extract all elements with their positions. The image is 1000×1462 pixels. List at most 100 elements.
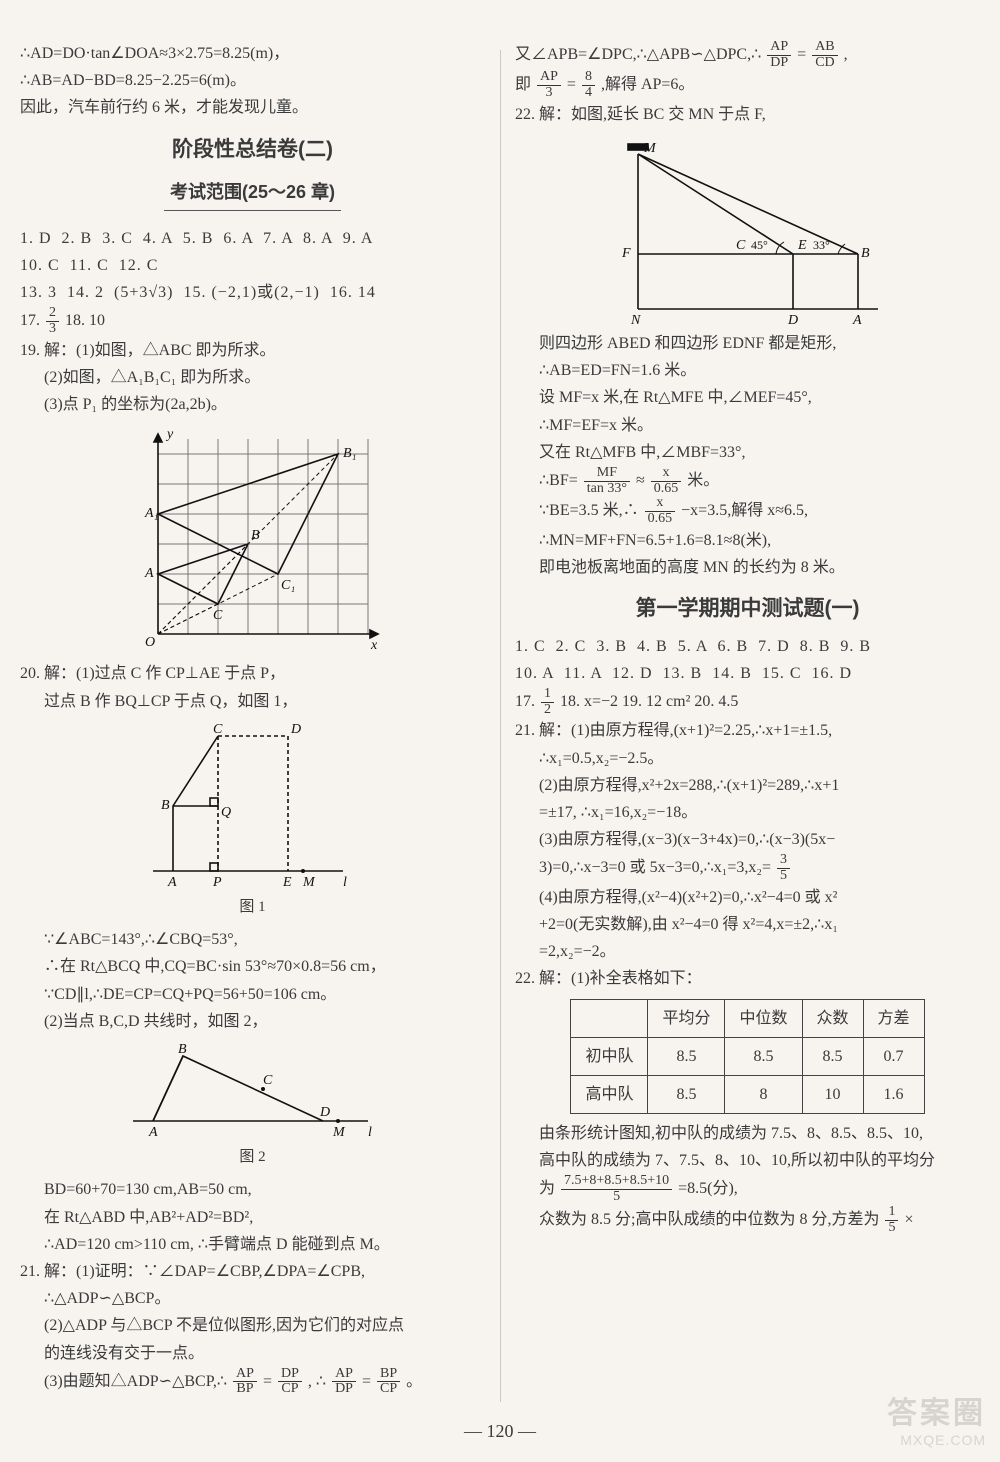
- section-title-1: 阶段性总结卷(二): [20, 132, 485, 168]
- q21r-8: +2=0(无实数解),由 x²−4=0 得 x²=4,x=±2,∴x₁: [515, 911, 980, 938]
- lblB: B: [861, 246, 870, 261]
- q22r-3: 高中队的成绩为 7、7.5、8、10、10,所以初中队的平均分: [515, 1147, 980, 1174]
- q22-7: ∴BF= MFtan 33° ≈ x0.65 米。: [515, 466, 980, 496]
- q22r-1: 22. 解：(1)补全表格如下：: [515, 965, 980, 992]
- table-header-row: 平均分 中位数 众数 方差: [571, 999, 924, 1037]
- pointA1: A₁: [144, 506, 158, 521]
- q21r-6: 3)=0,∴x−3=0 或 5x−3=0,∴x₁=3,x₂= 35: [515, 853, 980, 883]
- q22-line1: 22. 解：如图,延长 BC 交 MN 于点 F,: [515, 101, 980, 128]
- lblB: B: [161, 798, 170, 813]
- axis-y-label: y: [165, 427, 174, 442]
- lbll: l: [343, 875, 347, 890]
- q21-frac1: APBP: [233, 1367, 257, 1397]
- pre-line-1: ∴AD=DO·tan∠DOA≈3×2.75=8.25(m)，: [20, 40, 485, 67]
- lblD: D: [290, 722, 301, 737]
- lblD: D: [787, 313, 798, 324]
- mc-answers-1: 1. D 2. B 3. C 4. A 5. B 6. A 7. A 8. A …: [20, 225, 485, 252]
- lblC: C: [213, 722, 223, 737]
- r1a: 又∠APB=∠DPC,∴△APB∽△DPC,∴: [515, 46, 761, 63]
- q22-6: 又在 Rt△MFB 中,∠MBF=33°,: [515, 439, 980, 466]
- n: 8: [582, 70, 595, 86]
- ang33: 33°: [813, 238, 830, 252]
- q20-line7: BD=60+70=130 cm,AB=50 cm,: [20, 1176, 485, 1203]
- pointA: A: [144, 566, 154, 581]
- t: 3)=0,∴x−3=0 或 5x−3=0,∴x₁=3,x₂=: [539, 859, 771, 876]
- frac-num: 2: [46, 306, 59, 322]
- lblA: A: [167, 875, 177, 890]
- q19-line2: (2)如图，△A₁B₁C₁ 即为所求。: [20, 364, 485, 391]
- n: 3: [777, 853, 790, 869]
- pointB: B: [251, 528, 260, 543]
- q21-line5: (3)由题知△ADP∽△BCP,∴ APBP = DPCP , ∴ APDP =…: [20, 1367, 485, 1397]
- origin-label: O: [145, 635, 155, 650]
- cell: 8.5: [648, 1075, 725, 1113]
- t: ∵BE=3.5 米,∴: [539, 502, 639, 519]
- th-0: [571, 999, 648, 1037]
- d: 3: [537, 86, 561, 101]
- r-line2: 即 AP3 = 84 ,解得 AP=6。: [515, 70, 980, 100]
- lblM: M: [302, 875, 316, 890]
- q21r-5: (3)由原方程得,(x−3)(x−3+4x)=0,∴(x−3)(5x−: [515, 826, 980, 853]
- axis-x-label: x: [370, 638, 378, 653]
- d: DP: [767, 56, 791, 71]
- t: ≈: [636, 472, 649, 489]
- cell: 8.5: [725, 1037, 802, 1075]
- q20-line2: 过点 B 作 BQ⊥CP 于点 Q，如图 1，: [20, 688, 485, 715]
- q20-line4: ∴在 Rt△BCQ 中,CQ=BC·sin 53°≈70×0.8=56 cm，: [20, 953, 485, 980]
- n: MF: [584, 466, 630, 482]
- period: 。: [406, 1373, 422, 1390]
- n: DP: [278, 1367, 302, 1383]
- q22-9: ∴MN=MF+FN=6.5+1.6=8.1≈8(米),: [515, 527, 980, 554]
- r1b: ,: [844, 46, 848, 63]
- frac-den: 3: [46, 322, 59, 337]
- lblA: A: [852, 313, 862, 324]
- t: =8.5(分),: [678, 1180, 738, 1197]
- mc-answers-2: 10. C 11. C 12. C: [20, 252, 485, 279]
- lblN: N: [630, 313, 641, 324]
- q22-4: 设 MF=x 米,在 Rt△MFE 中,∠MEF=45°,: [515, 384, 980, 411]
- d: 5: [561, 1190, 672, 1205]
- pre-line-3: 因此，汽车前行约 6 米，才能发现儿童。: [20, 94, 485, 121]
- q22-2: 则四边形 ABED 和四边形 EDNF 都是矩形,: [515, 330, 980, 357]
- q19-line3: (3)点 P₁ 的坐标为(2a,2b)。: [20, 391, 485, 418]
- right-column: 又∠APB=∠DPC,∴△APB∽△DPC,∴ APDP = ABCD , 即 …: [515, 40, 980, 1442]
- q21-line3: (2)△ADP 与△BCP 不是位似图形,因为它们的对应点: [20, 1312, 485, 1339]
- eq: =: [797, 46, 810, 63]
- th-2: 中位数: [725, 999, 802, 1037]
- q21r-4: =±17, ∴x₁=16,x₂=−18。: [515, 799, 980, 826]
- t: 18. x=−2 19. 12 cm² 20. 4.5: [560, 693, 738, 710]
- q22r-4: 为 7.5+8+8.5+8.5+105 =8.5(分),: [515, 1174, 980, 1204]
- q20-line8: 在 Rt△ABD 中,AB²+AD²=BD²,: [20, 1204, 485, 1231]
- q21r-frac: 35: [777, 853, 790, 883]
- th-1: 平均分: [648, 999, 725, 1037]
- watermark: 答案圈 MXQE.COM: [887, 1388, 986, 1448]
- th-3: 众数: [802, 999, 863, 1037]
- lblF: F: [621, 246, 631, 261]
- q21-line1: 21. 解：(1)证明：∵∠DAP=∠CBP,∠DPA=∠CPB,: [20, 1258, 485, 1285]
- q20-line5: ∵CD∥l,∴DE=CP=CQ+PQ=56+50=106 cm。: [20, 981, 485, 1008]
- q21-frac2: DPCP: [278, 1367, 302, 1397]
- cell: 8: [725, 1075, 802, 1113]
- n: AP: [332, 1367, 356, 1383]
- eq: =: [263, 1373, 276, 1390]
- t: 众数为 8.5 分;高中队成绩的中位数为 8 分,方差为: [539, 1211, 879, 1228]
- r-line1: 又∠APB=∠DPC,∴△APB∽△DPC,∴ APDP = ABCD ,: [515, 40, 980, 70]
- cell: 1.6: [863, 1075, 924, 1113]
- d: 4: [582, 86, 595, 101]
- n: AP: [233, 1367, 257, 1383]
- q22r-2: 由条形统计图知,初中队的成绩为 7.5、8、8.5、8.5、10,: [515, 1120, 980, 1147]
- q22-frac1: MFtan 33°: [584, 466, 630, 496]
- cell: 0.7: [863, 1037, 924, 1075]
- ang45: 45°: [751, 238, 768, 252]
- pointC1: C₁: [281, 578, 295, 593]
- q20-line1: 20. 解：(1)过点 C 作 CP⊥AE 于点 P，: [20, 660, 485, 687]
- q21r-9: =2,x₂=−2。: [515, 938, 980, 965]
- q20-line6: (2)当点 B,C,D 共线时，如图 2，: [20, 1008, 485, 1035]
- d: CD: [812, 56, 837, 71]
- d: CP: [278, 1382, 302, 1397]
- cell: 8.5: [648, 1037, 725, 1075]
- left-column: ∴AD=DO·tan∠DOA≈3×2.75=8.25(m)， ∴AB=AD−BD…: [20, 40, 485, 1442]
- n: 7.5+8+8.5+8.5+10: [561, 1174, 672, 1190]
- lblE: E: [797, 238, 807, 253]
- table-row: 高中队 8.5 8 10 1.6: [571, 1075, 924, 1113]
